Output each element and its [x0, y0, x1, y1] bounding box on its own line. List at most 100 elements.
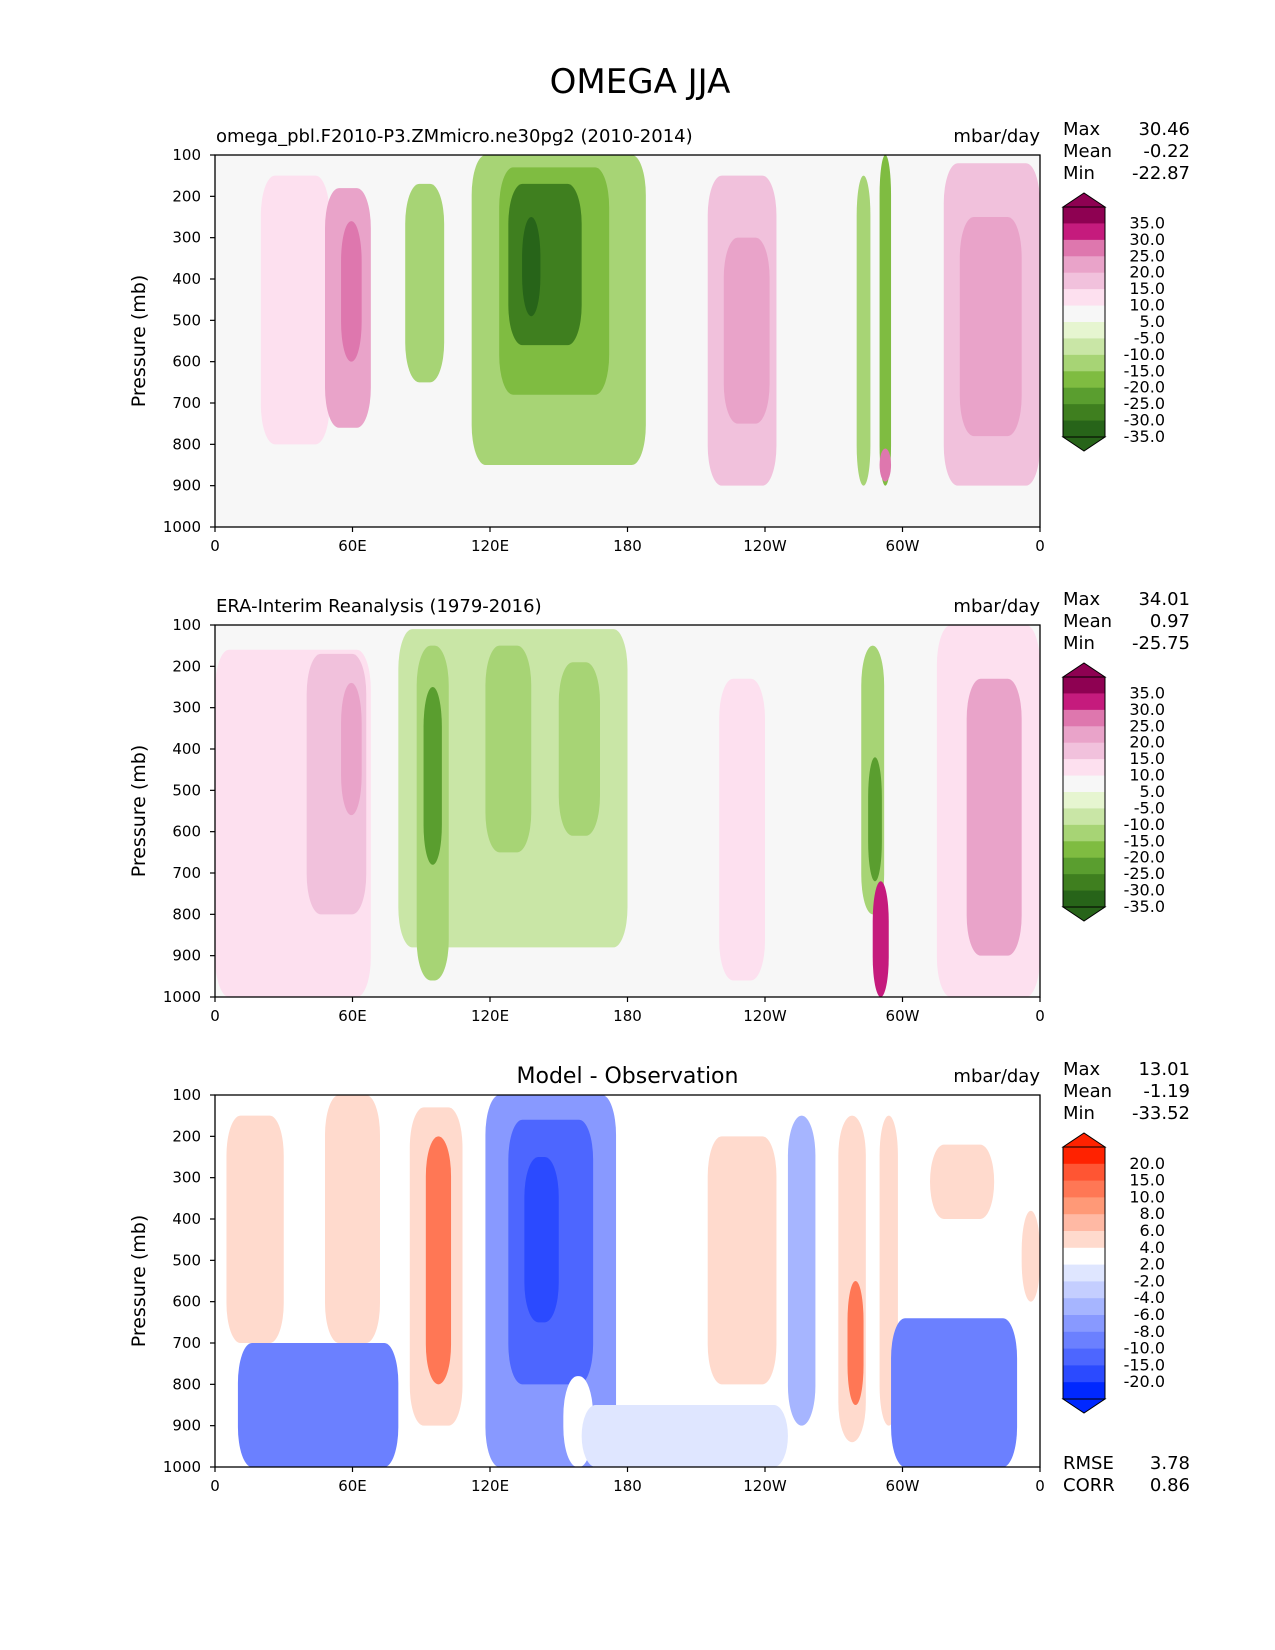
x-tick-label: 120E: [471, 1007, 509, 1025]
contour-region: [930, 1144, 995, 1219]
colorbar-label: 5.0: [1140, 312, 1165, 331]
colorbar-swatch: [1063, 1264, 1105, 1282]
colorbar-swatch: [1063, 272, 1105, 290]
contour-region: [870, 1095, 882, 1467]
stat-label-max: Max: [1063, 589, 1101, 610]
colorbar-label: 10.0: [1129, 766, 1165, 785]
colorbar-label: 15.0: [1129, 749, 1165, 768]
contour-region: [524, 1157, 559, 1323]
contour-region: [485, 645, 532, 853]
y-tick-label: 300: [172, 1169, 201, 1187]
y-tick-label: 300: [172, 229, 201, 247]
colorbar-swatch: [1063, 305, 1105, 323]
stat-label-mean: Mean: [1063, 1081, 1112, 1102]
contour-region: [868, 757, 882, 882]
stat-value-min: -25.75: [1132, 633, 1190, 654]
x-tick-label: 0: [1035, 1007, 1045, 1025]
contour-region: [787, 1115, 816, 1426]
stat-value-mean: 0.97: [1150, 611, 1190, 632]
y-tick-label: 500: [172, 311, 201, 329]
colorbar-label: 15.0: [1129, 279, 1165, 298]
contour-region: [581, 1405, 788, 1467]
y-axis-label: Pressure (mb): [128, 275, 150, 408]
x-tick-label: 0: [210, 537, 220, 555]
colorbar-swatch: [1063, 726, 1105, 744]
y-tick-label: 600: [172, 823, 201, 841]
contour-region: [959, 217, 1022, 437]
contour-layer: [260, 155, 1040, 486]
contour-region: [879, 448, 892, 482]
colorbar-frame: [1062, 206, 1106, 438]
contour-region: [260, 175, 330, 445]
panel-title: Model - Observation: [517, 1064, 739, 1089]
colorbar-swatch: [1063, 759, 1105, 777]
x-tick-label: 60W: [886, 1477, 920, 1495]
colorbar-swatch: [1063, 841, 1105, 859]
colorbar-swatch: [1063, 1197, 1105, 1215]
colorbar-swatch: [1063, 404, 1105, 422]
colorbar-label: -2.0: [1134, 1271, 1165, 1290]
colorbar-swatch: [1063, 322, 1105, 339]
colorbar-label: 4.0: [1140, 1238, 1165, 1257]
y-tick-label: 600: [172, 353, 201, 371]
panel-title: omega_pbl.F2010-P3.ZMmicro.ne30pg2 (2010…: [216, 126, 693, 147]
y-tick-label: 200: [172, 657, 201, 675]
colorbar-swatch: [1063, 1180, 1105, 1198]
y-tick-label: 200: [172, 1127, 201, 1145]
contour-region: [425, 1136, 452, 1385]
contour-region: [423, 687, 442, 865]
x-tick-label: 0: [1035, 1477, 1045, 1495]
colorbar-label: 10.0: [1129, 1187, 1165, 1206]
colorbar-label: -5.0: [1134, 798, 1165, 817]
colorbar-label: -6.0: [1134, 1305, 1165, 1324]
colorbar-label: -10.0: [1124, 815, 1165, 834]
stat-value-max: 13.01: [1138, 1059, 1190, 1080]
colorbar-label: -20.0: [1124, 848, 1165, 867]
figure-title: OMEGA JJA: [550, 62, 731, 102]
colorbar-swatch: [1063, 677, 1105, 694]
colorbar-swatch: [1063, 1298, 1105, 1316]
x-tick-label: 120E: [471, 1477, 509, 1495]
contour-region: [872, 881, 889, 997]
stat-value-min: -22.87: [1132, 163, 1190, 184]
rmse-value: 3.78: [1150, 1453, 1190, 1474]
colorbar-swatch: [1063, 742, 1105, 760]
y-tick-label: 900: [172, 1417, 201, 1435]
colorbar-label: 35.0: [1129, 683, 1165, 702]
x-tick-label: 60E: [338, 537, 367, 555]
stat-value-max: 30.46: [1138, 119, 1190, 140]
x-tick-label: 120W: [743, 537, 787, 555]
colorbar-label: -20.0: [1124, 378, 1165, 397]
panel-title: ERA-Interim Reanalysis (1979-2016): [216, 596, 542, 617]
contour-region: [723, 237, 770, 424]
colorbar-swatch: [1063, 709, 1105, 727]
colorbar-label: 35.0: [1129, 213, 1165, 232]
contour-region: [879, 155, 892, 486]
colorbar-label: 20.0: [1129, 263, 1165, 282]
y-tick-label: 1000: [163, 988, 201, 1006]
colorbar-swatch: [1063, 1331, 1105, 1350]
colorbar-swatch: [1063, 1163, 1105, 1182]
y-tick-label: 700: [172, 1334, 201, 1352]
stat-label-max: Max: [1063, 119, 1101, 140]
colorbar-frame: [1062, 1146, 1106, 1400]
colorbar-label: 10.0: [1129, 296, 1165, 315]
colorbar-label: -35.0: [1124, 427, 1165, 446]
y-tick-label: 400: [172, 740, 201, 758]
colorbar-frame: [1062, 676, 1106, 908]
contour-region: [707, 1136, 777, 1385]
stat-label-min: Min: [1063, 1103, 1095, 1124]
y-tick-label: 500: [172, 1251, 201, 1269]
stat-value-mean: -1.19: [1143, 1081, 1190, 1102]
y-tick-label: 100: [172, 616, 201, 634]
contour-layer: [215, 625, 1040, 997]
x-tick-label: 120E: [471, 537, 509, 555]
colorbar-swatch: [1063, 808, 1105, 826]
colorbar-swatch: [1063, 1315, 1105, 1333]
colorbar-swatch: [1063, 775, 1105, 793]
y-axis-label: Pressure (mb): [128, 745, 150, 878]
colorbar-label: -20.0: [1124, 1372, 1165, 1391]
y-tick-label: 900: [172, 947, 201, 965]
contour-region: [847, 1281, 864, 1405]
stat-value-mean: -0.22: [1143, 141, 1190, 162]
